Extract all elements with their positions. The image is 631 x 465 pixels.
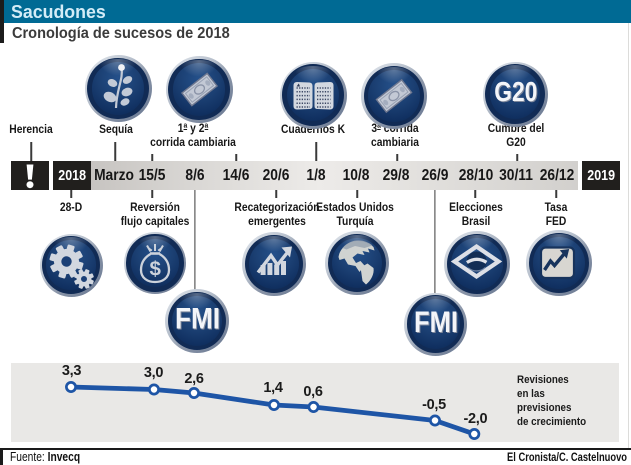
svg-text:$: $ bbox=[149, 258, 161, 281]
svg-text:G20: G20 bbox=[494, 76, 537, 107]
svg-text:FMI: FMI bbox=[414, 306, 458, 339]
svg-text:FMI: FMI bbox=[415, 307, 459, 340]
svg-text:FMI: FMI bbox=[176, 304, 221, 337]
svg-text:FMI: FMI bbox=[175, 303, 220, 336]
svg-text:G20: G20 bbox=[495, 77, 538, 108]
